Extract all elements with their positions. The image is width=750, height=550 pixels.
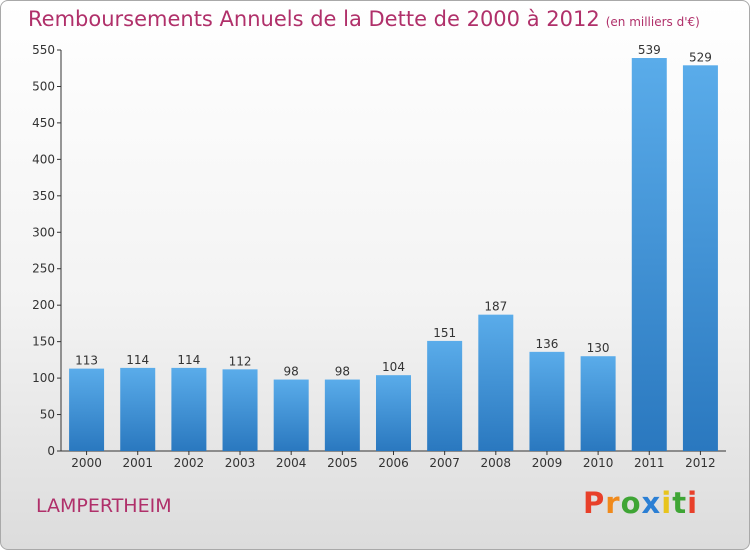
bar-2011 [631, 58, 667, 452]
bar-2009 [529, 351, 565, 451]
logo-letter: i [687, 486, 699, 520]
y-tick-label: 450 [32, 116, 55, 130]
logo-letter: x [641, 486, 662, 520]
y-tick-label: 50 [40, 408, 55, 422]
chart-title-text: Remboursements Annuels de la Dette de 20… [28, 7, 600, 31]
x-tick-label-2001: 2001 [122, 456, 153, 470]
y-tick-label: 100 [32, 371, 55, 385]
bar-2002 [171, 367, 207, 451]
y-tick-label: 350 [32, 189, 55, 203]
y-tick-label: 300 [32, 225, 55, 239]
x-tick-label-2002: 2002 [174, 456, 205, 470]
proxiti-logo: Proxiti [583, 486, 698, 520]
y-tick-label: 400 [32, 152, 55, 166]
bar-2008 [478, 314, 514, 451]
y-tick-label: 550 [32, 43, 55, 57]
logo-letter: t [672, 486, 688, 520]
value-label-2001: 114 [126, 353, 149, 367]
x-tick-label-2003: 2003 [225, 456, 256, 470]
logo-letter: r [605, 486, 621, 520]
y-tick-label: 200 [32, 298, 55, 312]
bar-2001 [120, 367, 156, 451]
chart-unit-note: (en milliers d'€) [605, 15, 700, 29]
chart-title: Remboursements Annuels de la Dette de 20… [28, 7, 700, 31]
value-label-2008: 187 [484, 300, 507, 314]
value-label-2003: 112 [229, 354, 252, 368]
logo-letter: P [583, 486, 606, 520]
bar-2010 [580, 356, 616, 451]
bar-2005 [324, 379, 360, 451]
bar-2012 [682, 65, 718, 451]
x-tick-label-2011: 2011 [634, 456, 665, 470]
bars: 113 114 114 112 98 98 104 151 187 136 130 539 529 [69, 43, 718, 452]
y-tick-label: 250 [32, 262, 55, 276]
bar-2006 [376, 375, 411, 451]
x-tick-label-2004: 2004 [276, 456, 307, 470]
value-label-2004: 98 [284, 365, 299, 379]
y-tick-label: 150 [32, 335, 55, 349]
value-label-2011: 539 [638, 43, 661, 57]
bar-2007 [427, 340, 463, 451]
value-label-2005: 98 [335, 365, 350, 379]
value-label-2009: 136 [536, 337, 559, 351]
logo-letter: o [620, 486, 642, 520]
value-label-2010: 130 [587, 341, 610, 355]
x-tick-label-2005: 2005 [327, 456, 358, 470]
x-tick-label-2000: 2000 [71, 456, 102, 470]
axes: 0 50 100 150 200 250 300 350 400 450 500 550 2000 200… [32, 43, 726, 470]
bar-2000 [69, 368, 105, 451]
logo-letter: i [661, 486, 673, 520]
x-tick-label-2012: 2012 [685, 456, 716, 470]
value-label-2002: 114 [177, 353, 200, 367]
x-tick-label-2009: 2009 [532, 456, 563, 470]
value-label-2006: 104 [382, 360, 405, 374]
y-tick-label: 500 [32, 79, 55, 93]
x-tick-label-2007: 2007 [429, 456, 460, 470]
y-tick-label: 0 [47, 444, 55, 458]
value-label-2012: 529 [689, 50, 712, 64]
x-tick-label-2006: 2006 [378, 456, 409, 470]
x-tick-label-2008: 2008 [481, 456, 512, 470]
bar-2004 [273, 379, 309, 451]
bar-2003 [222, 369, 258, 451]
value-label-2007: 151 [433, 326, 456, 340]
value-label-2000: 113 [75, 354, 98, 368]
x-tick-label-2010: 2010 [583, 456, 614, 470]
city-name: LAMPERTHEIM [36, 495, 172, 517]
